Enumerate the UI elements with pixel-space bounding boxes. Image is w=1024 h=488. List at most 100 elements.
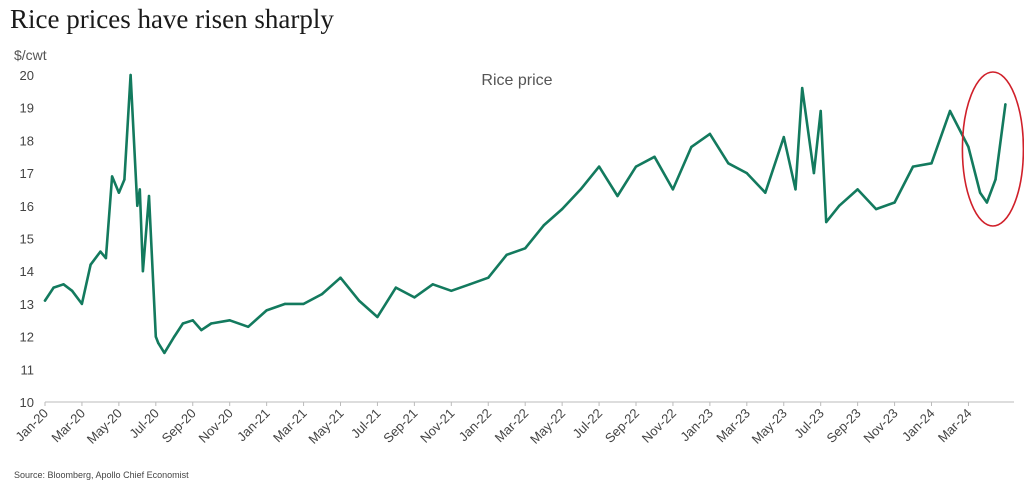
x-tick-label: Mar-23 xyxy=(713,406,753,446)
data-point xyxy=(812,171,816,175)
x-tick-label: Nov-20 xyxy=(196,406,236,446)
rice-price-line xyxy=(43,73,1007,355)
y-tick-label: 18 xyxy=(20,133,34,148)
data-point xyxy=(994,178,997,181)
y-tick-label: 13 xyxy=(20,297,34,312)
x-tick-label: Mar-24 xyxy=(935,406,975,446)
data-point xyxy=(671,188,675,191)
y-tick-label: 12 xyxy=(20,330,34,345)
x-tick-label: Jan-21 xyxy=(234,406,273,445)
data-point xyxy=(357,299,361,302)
data-point xyxy=(782,135,785,139)
data-point xyxy=(967,145,970,149)
data-point xyxy=(80,302,84,306)
data-point xyxy=(616,194,619,198)
data-point xyxy=(801,86,804,90)
x-tick-label: Jan-20 xyxy=(12,406,51,445)
data-point xyxy=(505,253,508,256)
y-tick-label: 11 xyxy=(21,362,35,377)
x-tick-label: Sep-21 xyxy=(380,406,420,446)
x-tick-label: Jan-22 xyxy=(456,406,495,445)
data-point xyxy=(210,322,213,325)
data-points xyxy=(43,73,1007,355)
data-point xyxy=(320,292,324,296)
data-point xyxy=(819,109,822,113)
data-point xyxy=(181,322,185,325)
chart-title: Rice prices have risen sharply xyxy=(10,4,334,34)
data-point xyxy=(985,201,989,204)
data-point xyxy=(265,309,268,312)
y-tick-label: 16 xyxy=(20,199,34,214)
data-point xyxy=(978,191,982,194)
x-tick-label: Nov-23 xyxy=(860,406,900,446)
x-tick-label: Jul-22 xyxy=(570,406,606,442)
data-point xyxy=(157,341,160,345)
data-point xyxy=(147,194,151,198)
data-point xyxy=(89,263,92,266)
data-point xyxy=(690,145,693,149)
highlight-circle xyxy=(961,71,1024,227)
data-point xyxy=(450,289,453,292)
data-point xyxy=(339,276,342,279)
data-point xyxy=(930,162,933,165)
x-tick-label: May-21 xyxy=(305,406,346,447)
x-tick-label: Sep-23 xyxy=(824,406,864,446)
data-point xyxy=(634,165,638,168)
data-point xyxy=(52,286,55,289)
data-point xyxy=(62,283,65,286)
data-point xyxy=(542,224,545,227)
data-point xyxy=(911,165,915,168)
data-point xyxy=(117,191,121,194)
data-point xyxy=(874,207,878,211)
data-point xyxy=(825,220,828,224)
data-point xyxy=(228,319,231,322)
x-tick-label: Mar-20 xyxy=(48,406,88,446)
data-point xyxy=(597,165,601,168)
data-point xyxy=(283,302,287,306)
x-tick-label: May-20 xyxy=(84,406,125,447)
data-point xyxy=(394,286,398,289)
data-point xyxy=(123,178,126,181)
data-point xyxy=(163,351,166,355)
data-point xyxy=(487,276,490,279)
data-point xyxy=(764,191,767,194)
data-point xyxy=(302,302,305,306)
data-point xyxy=(247,325,250,328)
data-point xyxy=(138,188,141,191)
x-tick-label: Jul-23 xyxy=(791,406,827,442)
data-point xyxy=(1004,103,1007,106)
data-point xyxy=(43,299,47,302)
data-point xyxy=(129,73,132,77)
y-tick-label: 20 xyxy=(20,68,34,83)
y-tick-label: 14 xyxy=(20,264,34,279)
y-axis-ticks: 10 11 12 13 14 15 16 17 18 19 20 xyxy=(20,68,34,410)
y-axis-unit-label: $/cwt xyxy=(14,47,47,63)
x-tick-label: Sep-22 xyxy=(602,406,642,446)
x-tick-label: Jan-24 xyxy=(899,406,938,445)
data-point xyxy=(376,315,379,319)
data-point xyxy=(200,328,203,332)
data-point xyxy=(191,319,194,322)
data-point xyxy=(173,335,176,338)
data-point xyxy=(468,283,471,286)
data-point xyxy=(154,335,157,338)
data-point xyxy=(948,109,952,113)
data-point xyxy=(893,201,896,204)
y-tick-label: 17 xyxy=(20,166,34,181)
data-point xyxy=(99,250,102,253)
data-point xyxy=(794,188,797,191)
data-point xyxy=(110,175,114,178)
data-point xyxy=(579,188,582,191)
x-tick-label: May-22 xyxy=(527,406,568,447)
data-point xyxy=(560,207,564,211)
source-note: Source: Bloomberg, Apollo Chief Economis… xyxy=(14,470,189,480)
x-tick-label: Jul-21 xyxy=(348,406,384,442)
data-point xyxy=(70,289,74,292)
x-tick-label: Mar-22 xyxy=(492,406,532,446)
data-point xyxy=(136,204,139,207)
data-point xyxy=(838,204,841,207)
x-tick-label: Jan-23 xyxy=(677,406,716,445)
data-point xyxy=(856,188,859,191)
